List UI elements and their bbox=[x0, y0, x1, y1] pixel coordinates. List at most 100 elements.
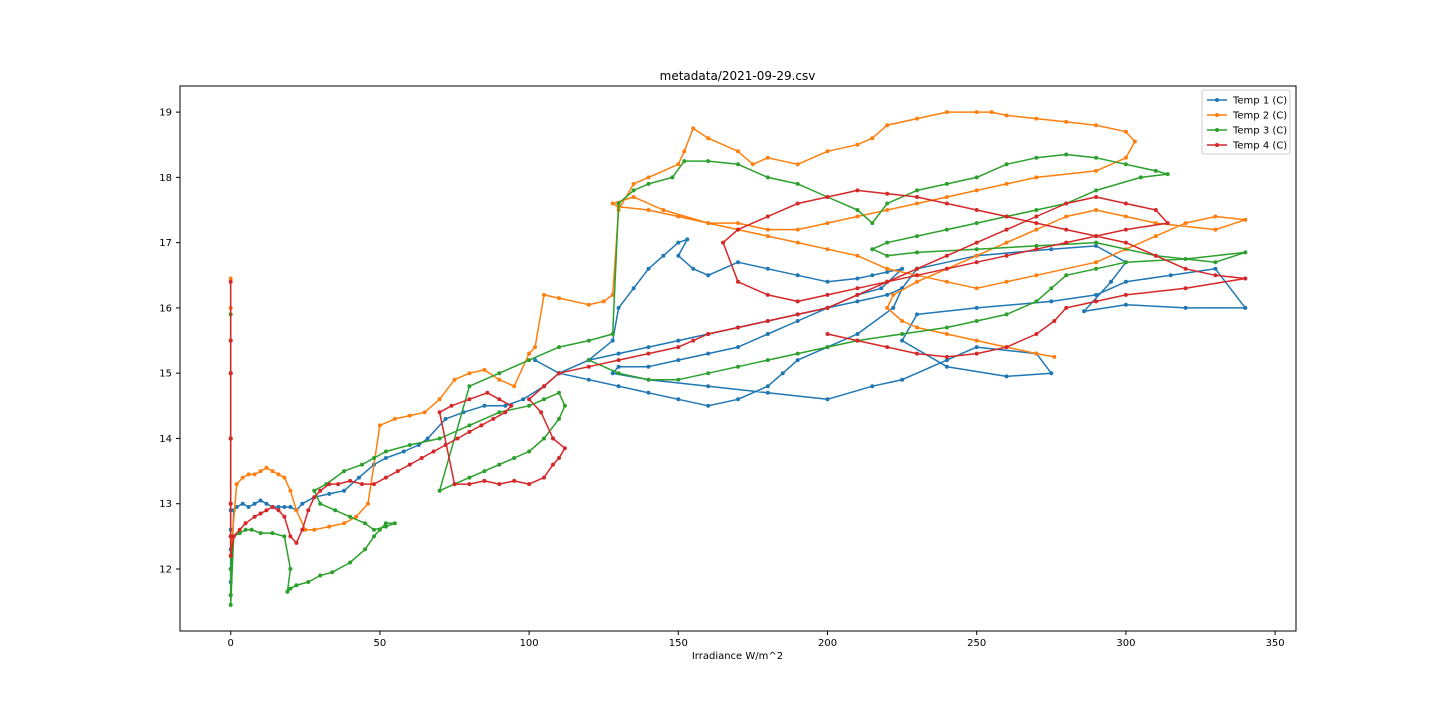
data-point bbox=[467, 371, 472, 376]
data-point bbox=[1034, 247, 1039, 252]
x-tick-label: 0 bbox=[228, 638, 234, 649]
data-point bbox=[879, 286, 884, 291]
data-point bbox=[1052, 354, 1057, 359]
data-point bbox=[682, 159, 687, 164]
data-point bbox=[900, 332, 905, 336]
data-point bbox=[1243, 217, 1248, 222]
data-point bbox=[1034, 175, 1039, 180]
y-tick-label: 14 bbox=[159, 434, 172, 445]
data-point bbox=[1049, 299, 1054, 304]
data-point bbox=[944, 358, 949, 363]
data-point bbox=[228, 436, 233, 441]
data-point bbox=[312, 488, 317, 493]
series-line bbox=[229, 111, 1247, 557]
legend-frame bbox=[1201, 89, 1291, 155]
data-point bbox=[467, 482, 472, 487]
data-point bbox=[1094, 240, 1099, 245]
data-point bbox=[1094, 299, 1099, 304]
data-point bbox=[294, 508, 299, 513]
data-point bbox=[855, 208, 860, 212]
data-point bbox=[944, 354, 949, 359]
data-point bbox=[1049, 247, 1054, 252]
data-point bbox=[533, 345, 538, 350]
data-point bbox=[452, 377, 457, 382]
data-point bbox=[915, 312, 919, 317]
data-point bbox=[318, 573, 323, 578]
data-point bbox=[354, 514, 359, 519]
data-point bbox=[497, 410, 502, 415]
data-point bbox=[503, 403, 508, 408]
data-point bbox=[1064, 240, 1069, 245]
data-point bbox=[676, 358, 681, 363]
data-point bbox=[542, 436, 546, 441]
data-point bbox=[915, 325, 919, 330]
x-axis-label: Irradiance W/m^2 bbox=[692, 651, 783, 662]
data-point bbox=[676, 162, 681, 167]
data-point bbox=[258, 498, 263, 503]
data-point bbox=[1034, 214, 1039, 219]
data-point bbox=[288, 505, 293, 509]
data-point bbox=[342, 521, 347, 526]
data-point bbox=[228, 276, 233, 281]
data-point bbox=[900, 319, 905, 323]
data-point bbox=[765, 319, 770, 323]
data-point bbox=[676, 377, 681, 382]
data-point bbox=[318, 501, 323, 506]
data-point bbox=[870, 136, 875, 141]
data-point bbox=[282, 475, 287, 480]
x-tick-label: 250 bbox=[967, 638, 986, 649]
data-point bbox=[312, 527, 317, 532]
data-point bbox=[294, 540, 299, 545]
data-point bbox=[234, 482, 239, 487]
data-point bbox=[485, 390, 490, 395]
data-point bbox=[1034, 208, 1039, 212]
data-point bbox=[449, 403, 454, 408]
data-point bbox=[383, 524, 388, 529]
data-point bbox=[885, 270, 890, 274]
data-point bbox=[240, 475, 245, 480]
data-point bbox=[646, 181, 651, 186]
data-point bbox=[944, 364, 949, 369]
data-point bbox=[1183, 286, 1188, 291]
data-point bbox=[363, 521, 367, 526]
data-point bbox=[482, 403, 487, 408]
data-point bbox=[234, 505, 239, 509]
data-point bbox=[1094, 195, 1099, 199]
data-point bbox=[443, 416, 448, 421]
data-point bbox=[974, 345, 979, 350]
data-point bbox=[1094, 188, 1099, 193]
data-point bbox=[825, 397, 830, 402]
data-point bbox=[1064, 227, 1069, 232]
data-point bbox=[306, 508, 311, 513]
data-point bbox=[1034, 243, 1039, 248]
data-point bbox=[491, 416, 496, 421]
data-point bbox=[503, 410, 508, 415]
data-point bbox=[676, 253, 681, 258]
data-point bbox=[736, 149, 740, 154]
data-point bbox=[855, 142, 860, 147]
legend-entry-label: Temp 4 (C) bbox=[1232, 141, 1287, 152]
data-point bbox=[944, 253, 949, 258]
data-point bbox=[989, 110, 994, 115]
data-point bbox=[616, 201, 621, 206]
data-point bbox=[795, 351, 800, 356]
data-point bbox=[855, 299, 860, 304]
data-point bbox=[586, 364, 591, 369]
data-point bbox=[974, 253, 979, 258]
data-point bbox=[1123, 214, 1128, 219]
data-point bbox=[885, 208, 890, 212]
data-point bbox=[521, 397, 526, 402]
data-point bbox=[974, 247, 979, 252]
data-point bbox=[246, 505, 251, 509]
data-point bbox=[885, 279, 890, 284]
data-point bbox=[383, 521, 388, 526]
data-point bbox=[736, 221, 740, 226]
data-point bbox=[825, 195, 830, 199]
data-point bbox=[825, 345, 830, 350]
data-point bbox=[285, 589, 290, 594]
data-point bbox=[542, 397, 546, 402]
data-point bbox=[1123, 260, 1128, 265]
data-point bbox=[631, 286, 636, 291]
data-point bbox=[944, 181, 949, 186]
data-point bbox=[610, 201, 615, 206]
